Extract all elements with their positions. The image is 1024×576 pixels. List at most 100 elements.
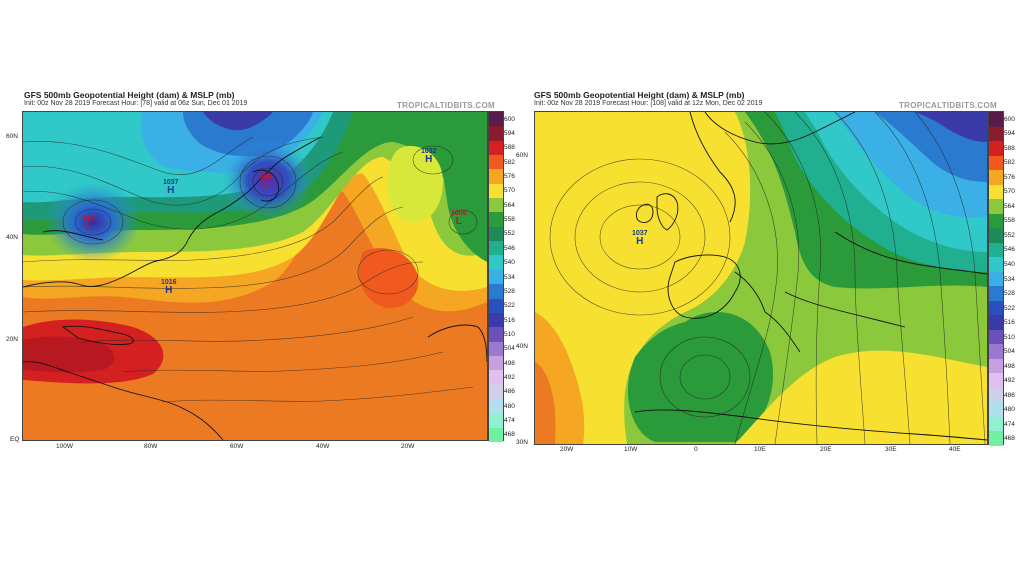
colorbar-swatch <box>989 271 1003 287</box>
right-lon-30e: 30E <box>885 446 897 453</box>
colorbar-swatch <box>989 431 1003 447</box>
colorbar-label: 510 <box>1004 333 1015 341</box>
left-lon-80w: 80W <box>144 443 158 450</box>
right-lon-40e: 40E <box>949 446 961 453</box>
left-lat-60n: 60N <box>6 133 18 140</box>
colorbar-label: 534 <box>1004 275 1015 283</box>
colorbar-swatch <box>989 184 1003 200</box>
pressure-value: 1016 <box>161 279 177 286</box>
colorbar-swatch <box>989 170 1003 186</box>
colorbar-label: 540 <box>1004 260 1015 268</box>
colorbar-label: 492 <box>1004 377 1015 385</box>
colorbar-swatch <box>989 242 1003 258</box>
colorbar-swatch <box>989 300 1003 316</box>
colorbar-label: 594 <box>504 130 515 138</box>
colorbar-swatch <box>489 212 503 228</box>
colorbar-swatch <box>989 112 1003 128</box>
colorbar-swatch <box>989 286 1003 302</box>
colorbar-label: 570 <box>504 187 515 195</box>
colorbar-label: 564 <box>1004 202 1015 210</box>
left-low-1008: 1008 L <box>451 210 467 227</box>
left-colorbar: 600 594 588 582 576 570 564 558 552 546 540 534 528 5… <box>488 111 515 443</box>
colorbar-swatch <box>989 402 1003 418</box>
right-panel-subtitle: Init: 00z Nov 28 2019 Forecast Hour: [10… <box>534 100 763 107</box>
pressure-letter: L <box>85 222 92 233</box>
colorbar-label: 528 <box>504 287 515 295</box>
left-lon-40w: 40W <box>316 443 330 450</box>
left-low-985: 985 L <box>83 216 95 233</box>
pressure-value: 1032 <box>421 148 437 155</box>
right-lon-20e: 20E <box>820 446 832 453</box>
left-low-988: 988 L <box>260 174 272 191</box>
colorbar-label: 486 <box>1004 391 1015 399</box>
pressure-letter: H <box>425 154 433 165</box>
colorbar-label: 522 <box>1004 304 1015 312</box>
left-lat-eq: EQ <box>10 436 20 443</box>
colorbar-swatch <box>989 344 1003 360</box>
colorbar-swatch <box>489 355 503 371</box>
colorbar-label: 600 <box>504 115 515 123</box>
right-lon-10e: 10E <box>754 446 766 453</box>
colorbar-label: 588 <box>504 144 515 152</box>
colorbar-swatch <box>489 398 503 414</box>
colorbar-swatch <box>489 341 503 357</box>
colorbar-label: 474 <box>504 416 515 424</box>
left-lon-100w: 100W <box>56 443 73 450</box>
colorbar-swatch <box>989 213 1003 229</box>
pressure-value: 1008 <box>451 210 467 217</box>
colorbar-swatch <box>489 413 503 429</box>
colorbar-label: 582 <box>1004 159 1015 167</box>
colorbar-label: 522 <box>504 302 515 310</box>
colorbar-label: 546 <box>504 244 515 252</box>
pressure-value: 985 <box>83 216 95 223</box>
left-map: 1032 H 1037 H 988 L 985 L 1008 L 1016 H <box>22 111 488 441</box>
colorbar-swatch <box>489 312 503 328</box>
colorbar-swatch <box>489 198 503 213</box>
colorbar-swatch <box>489 126 503 142</box>
colorbar-swatch <box>989 228 1003 244</box>
colorbar-label: 558 <box>504 216 515 224</box>
left-high-1016: 1016 H <box>161 279 177 296</box>
right-map-panel: GFS 500mb Geopotential Height (dam) & MS… <box>516 88 1015 458</box>
right-lon-20w: 20W <box>560 446 574 453</box>
pressure-letter: L <box>262 180 269 191</box>
colorbar-label: 576 <box>504 173 515 181</box>
colorbar-label: 552 <box>504 230 515 238</box>
right-lon-10w: 10W <box>624 446 638 453</box>
colorbar-swatch <box>489 169 503 185</box>
colorbar-label: 570 <box>1004 188 1015 196</box>
left-panel-subtitle: Init: 00z Nov 28 2019 Forecast Hour: [78… <box>24 100 248 107</box>
left-panel-title: GFS 500mb Geopotential Height (dam) & MS… <box>24 90 235 100</box>
colorbar-swatch <box>989 199 1003 215</box>
colorbar-label: 558 <box>1004 217 1015 225</box>
colorbar-swatch <box>489 255 503 271</box>
colorbar-swatch <box>989 155 1003 171</box>
left-lat-40n: 40N <box>6 234 18 241</box>
left-lon-60w: 60W <box>230 443 244 450</box>
colorbar-swatch <box>489 140 503 156</box>
pressure-letter: L <box>455 216 462 227</box>
pressure-value: 988 <box>260 174 272 181</box>
colorbar-label: 504 <box>504 345 515 353</box>
left-panel-brand: TROPICALTIDBITS.COM <box>397 101 495 110</box>
colorbar-label: 552 <box>1004 231 1015 239</box>
pressure-value: 1037 <box>163 179 179 186</box>
colorbar-label: 486 <box>504 388 515 396</box>
colorbar-swatch <box>489 112 503 127</box>
colorbar-swatch <box>489 155 503 170</box>
colorbar-swatch <box>489 327 503 343</box>
colorbar-swatch <box>489 298 503 314</box>
colorbar-label: 540 <box>504 259 515 267</box>
left-lat-20n: 20N <box>6 336 18 343</box>
colorbar-label: 480 <box>1004 406 1015 414</box>
right-lon-0: 0 <box>694 446 698 453</box>
colorbar-label: 546 <box>1004 246 1015 254</box>
colorbar-label: 468 <box>1004 435 1015 443</box>
colorbar-swatch <box>489 370 503 386</box>
colorbar-label: 474 <box>1004 420 1015 428</box>
colorbar-label: 492 <box>504 373 515 381</box>
colorbar-label: 516 <box>504 316 515 324</box>
right-map: 1037 H <box>534 111 988 445</box>
right-panel-brand: TROPICALTIDBITS.COM <box>899 101 997 110</box>
colorbar-label: 504 <box>1004 348 1015 356</box>
